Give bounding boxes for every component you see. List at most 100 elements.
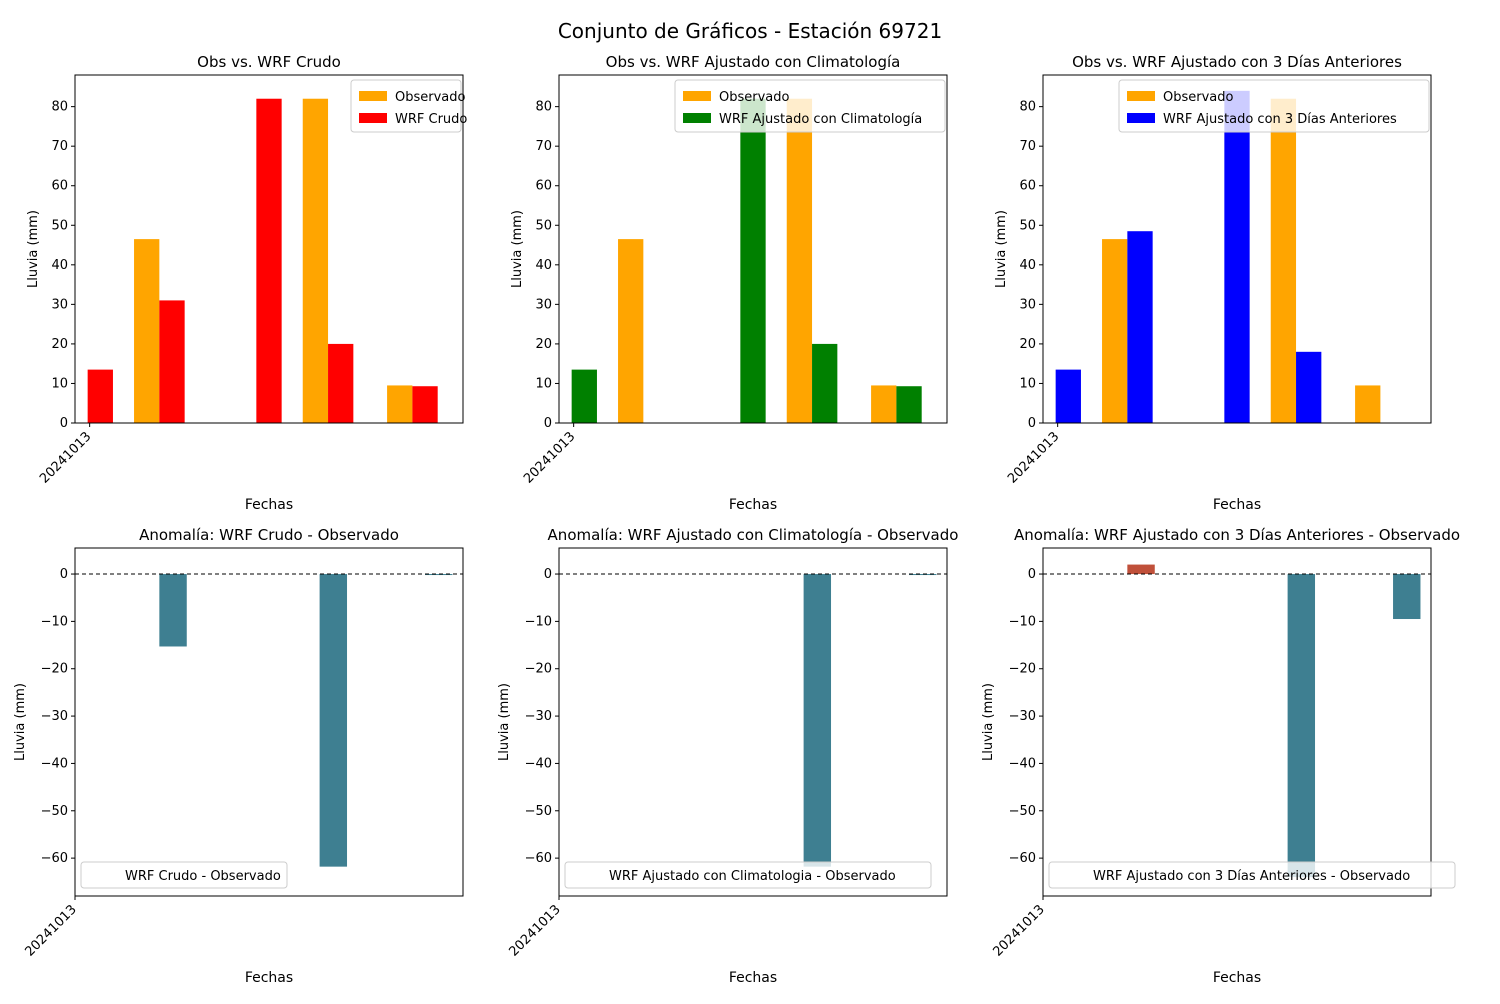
y-tick-label: 0 [1028, 567, 1036, 582]
y-tick-label: 10 [51, 376, 68, 391]
x-axis-label: Fechas [245, 970, 293, 986]
chart-title-group: Obs vs. WRF Ajustado con Climatología [606, 53, 901, 71]
bar-wrf-clima-2 [740, 98, 766, 424]
bar-wrf-crudo-4 [328, 343, 354, 423]
y-tick-label: 40 [51, 258, 68, 273]
axes-frame [1042, 74, 1432, 424]
y-tick-label: 80 [51, 100, 68, 115]
legend: Observado WRF Ajustado con Climatología [674, 79, 946, 133]
y-tick-label: 70 [535, 139, 552, 154]
anomaly-bar-3 [1393, 574, 1421, 620]
bar-observado-2 [1270, 98, 1297, 424]
chart-title: Anomalía: WRF Ajustado con 3 Días Anteri… [1014, 526, 1460, 544]
chart-title: Anomalía: WRF Crudo - Observado [139, 526, 399, 544]
y-axis-label: Lluvia (mm) [510, 210, 525, 288]
legend: WRF Ajustado con 3 Días Anteriores - Obs… [1048, 861, 1456, 889]
anomaly-bar-2 [319, 574, 348, 867]
anomaly-bar-1 [1127, 564, 1155, 575]
y-tick-label: −10 [1009, 614, 1036, 629]
axes-frame [1042, 547, 1432, 897]
chart-panel-1: Obs vs. WRF Crudo 0 10 20 30 40 50 60 70 80 202410… [26, 53, 467, 513]
axes-frame [74, 547, 464, 897]
chart-title: Obs vs. WRF Ajustado con Climatología [606, 53, 901, 71]
bar-wrf-clima-1 [571, 369, 597, 423]
x-tick-label: 20241013 [506, 902, 563, 959]
x-tick-label: 20241013 [37, 429, 94, 486]
y-tick-label: −10 [525, 614, 552, 629]
y-tick-label: −60 [41, 851, 68, 866]
y-tick-label: 30 [51, 297, 68, 312]
bar-wrf-3dias-1 [1055, 369, 1081, 423]
legend: Observado WRF Ajustado con 3 Días Anterio… [1118, 79, 1430, 133]
y-tick-label: 40 [535, 258, 552, 273]
legend-label: Observado [719, 90, 790, 105]
axes-frame [558, 547, 948, 897]
y-axis-label: Lluvia (mm) [13, 683, 28, 761]
legend-label: WRF Ajustado con Climatologia - Observad… [609, 869, 896, 884]
y-tick-label: 30 [535, 297, 552, 312]
y-tick-label: −50 [525, 804, 552, 819]
y-tick-label: 80 [535, 100, 552, 115]
y-tick-label: 80 [1019, 100, 1036, 115]
y-axis-label: Lluvia (mm) [981, 683, 996, 761]
legend-swatch [359, 113, 387, 123]
y-tick-label: −30 [1009, 709, 1036, 724]
anomaly-bar-2 [1287, 574, 1316, 878]
y-tick-label: −40 [525, 756, 552, 771]
legend-label: WRF Ajustado con Climatología [719, 112, 922, 127]
bar-wrf-crudo-3 [256, 98, 282, 424]
y-tick-label: 0 [1028, 416, 1036, 431]
bar-wrf-3dias-2 [1127, 231, 1153, 423]
y-tick-label: 70 [51, 139, 68, 154]
x-tick-label: 20241013 [990, 902, 1047, 959]
legend-label: WRF Ajustado con 3 Días Anteriores [1163, 112, 1397, 127]
y-tick-label: 60 [51, 179, 68, 194]
bar-observado-1 [1102, 239, 1128, 423]
y-tick-label: −60 [525, 851, 552, 866]
y-tick-label: 70 [1019, 139, 1036, 154]
chart-title: Obs vs. WRF Crudo [197, 53, 341, 71]
legend-swatch [683, 113, 711, 123]
y-tick-label: 30 [1019, 297, 1036, 312]
axes-frame [558, 74, 948, 424]
x-axis-label: Fechas [1213, 970, 1261, 986]
chart-title: Anomalía: WRF Ajustado con Climatología … [548, 526, 959, 544]
bar-wrf-3dias-3 [1224, 90, 1250, 424]
bar-observado-3 [871, 385, 897, 423]
y-tick-label: 0 [544, 567, 552, 582]
y-tick-label: −40 [1009, 756, 1036, 771]
y-tick-label: 20 [535, 337, 552, 352]
y-tick-label: 40 [1019, 258, 1036, 273]
bar-observado-1 [618, 239, 644, 423]
bar-wrf-crudo-2 [159, 300, 185, 423]
legend-label: Observado [395, 90, 466, 105]
x-axis-label: Fechas [729, 497, 777, 513]
x-tick-label: 20241013 [22, 902, 79, 959]
bar-observado-1 [134, 239, 160, 423]
chart-panel-4: Anomalía: WRF Crudo - Observado 0 −10 −20 −3… [13, 526, 464, 986]
y-axis-label: Lluvia (mm) [497, 683, 512, 761]
bar-observado-2 [786, 98, 813, 424]
chart-panel-2: Obs vs. WRF Ajustado con Climatología 0 10… [510, 53, 948, 513]
y-tick-label: −10 [41, 614, 68, 629]
y-tick-label: −60 [1009, 851, 1036, 866]
y-tick-label: 0 [60, 567, 68, 582]
y-tick-label: 0 [544, 416, 552, 431]
bar-observado-3 [387, 385, 413, 423]
legend-label: WRF Crudo - Observado [125, 869, 281, 884]
y-tick-label: 50 [1019, 218, 1036, 233]
x-axis-label: Fechas [1213, 497, 1261, 513]
bar-wrf-clima-4 [896, 386, 922, 423]
anomaly-bar-2 [909, 574, 937, 576]
y-tick-label: −20 [525, 662, 552, 677]
chart-title-group: Obs vs. WRF Ajustado con 3 Días Anterior… [1072, 53, 1402, 71]
bar-wrf-crudo-5 [412, 386, 438, 423]
chart-panel-6: Anomalía: WRF Ajustado con 3 Días Anteri… [981, 526, 1460, 986]
axes-frame [74, 74, 464, 424]
chart-title-group: Anomalía: WRF Ajustado con Climatología … [548, 526, 959, 544]
chart-panel-5: Anomalía: WRF Ajustado con Climatología … [497, 526, 958, 986]
legend-swatch [359, 91, 387, 101]
bar-observado-3 [1355, 385, 1381, 423]
